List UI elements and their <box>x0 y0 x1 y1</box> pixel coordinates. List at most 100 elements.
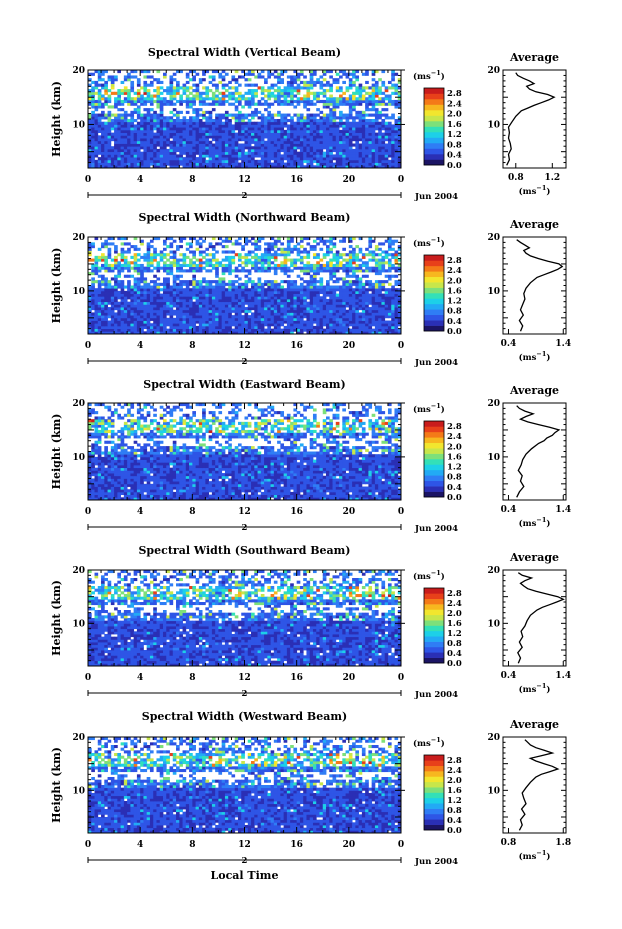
day-label: 2 <box>242 191 248 201</box>
x-tick-label: 0 <box>85 175 91 185</box>
x-tick-label: 0 <box>398 341 404 351</box>
colorbar-tick-label: 1.2 <box>447 463 462 473</box>
colorbar-swatch <box>424 652 444 658</box>
colorbar-swatch <box>424 771 444 777</box>
avg-unit: (ms−1) <box>519 682 551 695</box>
x-tick-label: 4 <box>137 507 143 517</box>
colorbar-swatch <box>424 115 444 122</box>
colorbar-swatch <box>424 287 444 294</box>
date-label: Jun 2004 <box>414 690 458 700</box>
avg-x-tick-label: 1.8 <box>555 838 571 848</box>
x-tick-label: 20 <box>343 175 356 185</box>
colorbar-swatch <box>424 464 444 471</box>
avg-unit: (ms−1) <box>519 849 551 862</box>
x-tick-label: 0 <box>398 175 404 185</box>
colorbar-frame <box>423 87 445 166</box>
x-tick-label: 12 <box>238 175 251 185</box>
colorbar-tick-label: 1.6 <box>447 619 462 629</box>
x-tick-label: 8 <box>189 507 195 517</box>
colorbar-swatch <box>424 276 444 283</box>
avg-profile-line <box>506 72 556 166</box>
avg-title: Average <box>509 551 559 564</box>
colorbar-swatch <box>424 625 444 632</box>
colorbar-swatch <box>424 755 444 761</box>
colorbar-tick-label: 0.4 <box>447 483 462 493</box>
x-tick-label: 0 <box>398 840 404 850</box>
colorbar-swatch <box>424 475 444 482</box>
avg-frame <box>502 69 567 169</box>
colorbar-swatch <box>424 303 444 310</box>
day-label: 2 <box>242 689 248 699</box>
colorbar-tick-label: 2.0 <box>447 110 462 120</box>
colorbar-swatch <box>424 448 444 454</box>
date-label: Jun 2004 <box>414 358 458 368</box>
colorbar-tick-label: 1.2 <box>447 297 462 307</box>
colorbar-swatch <box>424 787 444 793</box>
x-tick-label: 20 <box>343 507 356 517</box>
avg-y-tick-label: 10 <box>487 120 500 130</box>
colorbar-tick-label: 2.8 <box>447 756 462 766</box>
colorbar-frame <box>423 754 445 831</box>
x-tick-label: 12 <box>238 507 251 517</box>
colorbar-tick-label: 2.8 <box>447 422 462 432</box>
colorbar-swatch <box>424 491 444 498</box>
colorbar-tick-label: 0.8 <box>447 473 462 483</box>
y-tick-label: 10 <box>72 120 85 130</box>
x-tick-label: 8 <box>189 175 195 185</box>
colorbar-swatch <box>424 99 444 105</box>
avg-frame <box>502 736 567 834</box>
colorbar-tick-label: 2.4 <box>447 599 462 609</box>
colorbar-swatch <box>424 255 444 261</box>
colorbar-swatch <box>424 314 444 321</box>
avg-y-tick-label: 10 <box>487 786 500 796</box>
colorbar-tick-label: 1.6 <box>447 452 462 462</box>
colorbar-tick-label: 2.4 <box>447 766 462 776</box>
colorbar-swatch <box>424 431 444 438</box>
day-label: 2 <box>242 856 248 866</box>
y-tick-label: 10 <box>72 619 85 629</box>
avg-y-tick-label: 10 <box>487 453 500 463</box>
avg-y-tick-label: 20 <box>487 399 500 409</box>
avg-x-tick-label: 0.8 <box>508 173 524 183</box>
colorbar-frame <box>423 587 445 664</box>
y-tick-label: 10 <box>72 453 85 463</box>
colorbar-tick-label: 0.8 <box>447 639 462 649</box>
x-tick-label: 12 <box>238 673 251 683</box>
y-tick-label: 20 <box>72 733 85 743</box>
colorbar-unit: (ms−1) <box>413 569 445 582</box>
panel-title: Spectral Width (Southward Beam) <box>138 544 350 557</box>
colorbar-swatch <box>424 104 444 111</box>
avg-title: Average <box>509 51 559 64</box>
colorbar-tick-label: 0.8 <box>447 806 462 816</box>
y-tick-label: 20 <box>72 233 85 243</box>
colorbar-swatch <box>424 137 444 144</box>
heatmap-4 <box>88 737 402 834</box>
colorbar-swatch <box>424 657 444 664</box>
colorbar-tick-label: 0.4 <box>447 649 462 659</box>
x-tick-label: 20 <box>343 840 356 850</box>
avg-title: Average <box>509 384 559 397</box>
avg-title: Average <box>509 218 559 231</box>
colorbar-swatch <box>424 630 444 637</box>
colorbar-tick-label: 1.2 <box>447 796 462 806</box>
avg-frame <box>502 236 567 335</box>
colorbar-swatch <box>424 598 444 605</box>
y-axis-label: Height (km) <box>50 81 63 157</box>
colorbar-swatch <box>424 320 444 326</box>
avg-x-tick-label: 1.4 <box>555 339 571 349</box>
colorbar-swatch <box>424 803 444 809</box>
avg-y-tick-label: 20 <box>487 66 500 76</box>
colorbar-swatch <box>424 110 444 116</box>
colorbar-swatch <box>424 421 444 427</box>
y-tick-label: 10 <box>72 287 85 297</box>
x-tick-label: 12 <box>238 840 251 850</box>
colorbar-swatch <box>424 260 444 267</box>
x-tick-label: 0 <box>398 507 404 517</box>
x-tick-label: 0 <box>85 507 91 517</box>
colorbar-swatch <box>424 641 444 648</box>
colorbar-swatch <box>424 792 444 799</box>
avg-y-tick-label: 10 <box>487 287 500 297</box>
colorbar-swatch <box>424 781 444 788</box>
avg-x-tick-label: 0.4 <box>501 339 517 349</box>
colorbar-swatch <box>424 797 444 804</box>
